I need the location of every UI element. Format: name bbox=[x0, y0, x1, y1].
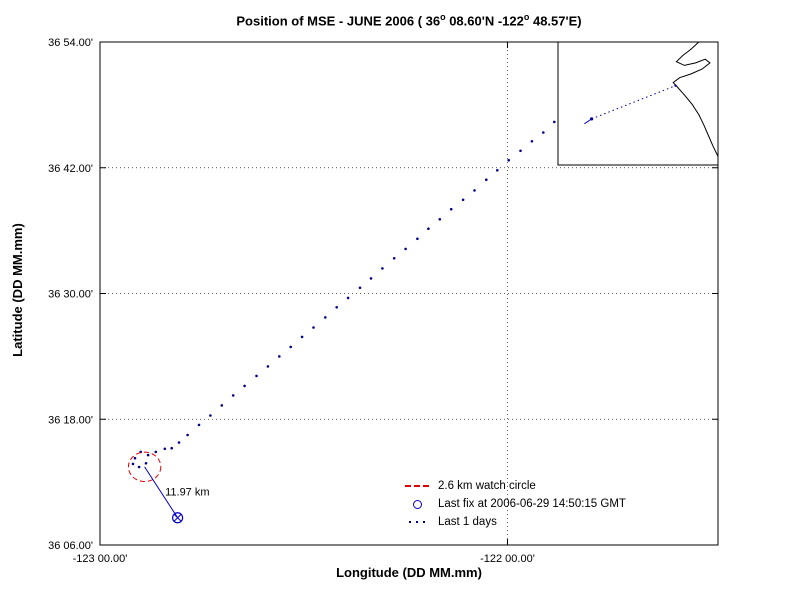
y-tick-label: 36 54.00' bbox=[48, 37, 93, 49]
track-dot bbox=[300, 335, 304, 339]
track-dot bbox=[137, 465, 141, 469]
track-dot bbox=[146, 453, 150, 457]
chart-title: Position of MSE - JUNE 2006 ( 36o 08.60'… bbox=[100, 12, 718, 28]
x-tick-label: -123 00.00' bbox=[73, 553, 128, 565]
inset-coast-point bbox=[674, 84, 677, 87]
track-dot bbox=[358, 286, 362, 290]
inset-map bbox=[557, 41, 719, 166]
track-dot bbox=[289, 345, 293, 349]
last-fix-marker bbox=[172, 512, 184, 524]
watch-circle bbox=[127, 451, 162, 483]
track-dot bbox=[369, 277, 373, 280]
track-dot bbox=[144, 462, 148, 465]
y-tick-label: 36 18.00' bbox=[48, 414, 93, 426]
track-dot bbox=[507, 158, 511, 162]
track-dot bbox=[186, 433, 189, 437]
track-dot bbox=[209, 414, 212, 417]
track-dot bbox=[220, 404, 224, 407]
track-dot bbox=[177, 441, 181, 444]
track-dot bbox=[154, 450, 158, 454]
track-dot bbox=[553, 120, 556, 124]
track-dot bbox=[324, 316, 327, 319]
track-dot bbox=[427, 227, 430, 230]
track-dot bbox=[197, 423, 201, 427]
legend-label-track: Last 1 days bbox=[438, 516, 497, 528]
track-dot bbox=[266, 365, 270, 368]
degree-superscript: o bbox=[523, 12, 530, 22]
track-dot bbox=[473, 189, 476, 192]
y-tick-label: 36 30.00' bbox=[48, 289, 93, 301]
track-dot bbox=[416, 237, 419, 241]
inset-track bbox=[591, 85, 676, 120]
last-fix-symbol bbox=[412, 499, 422, 509]
y-axis-label: Latitude (DD MM.mm) bbox=[10, 223, 25, 357]
drift-distance-label: 11.97 km bbox=[165, 486, 209, 498]
title-text: 08.60'N -122 bbox=[445, 13, 524, 29]
legend-entry-track: Last 1 days bbox=[404, 513, 626, 531]
track-dot bbox=[485, 178, 488, 181]
track-dot bbox=[519, 149, 522, 153]
track-dots-symbol bbox=[409, 521, 425, 523]
track-dot bbox=[392, 257, 396, 260]
circle-marker-icon bbox=[404, 499, 430, 509]
legend-entry-last-fix: Last fix at 2006-06-29 14:50:15 GMT bbox=[404, 495, 626, 513]
inset-border bbox=[557, 41, 719, 166]
track-dot bbox=[381, 267, 384, 270]
dashed-line-icon bbox=[404, 485, 430, 487]
y-tick-label: 36 06.00' bbox=[48, 540, 93, 552]
track-dot bbox=[170, 446, 173, 450]
x-tick-label: -122 00.00' bbox=[480, 553, 535, 565]
track-dot bbox=[278, 355, 281, 358]
last-fix-x-stroke bbox=[173, 513, 182, 522]
track-dot bbox=[542, 131, 545, 134]
track-dot bbox=[461, 198, 465, 202]
track-dot bbox=[438, 218, 442, 221]
legend-label-last-fix: Last fix at 2006-06-29 14:50:15 GMT bbox=[438, 498, 626, 510]
y-tick-label: 36 42.00' bbox=[48, 163, 93, 175]
legend-label-watch-circle: 2.6 km watch circle bbox=[438, 480, 536, 492]
track-dot bbox=[530, 140, 534, 143]
dots-icon bbox=[404, 521, 430, 523]
title-text: 48.57'E) bbox=[529, 13, 582, 29]
drift-line bbox=[144, 466, 179, 519]
track-dot bbox=[243, 384, 246, 388]
track-dot bbox=[496, 169, 499, 172]
track-dot bbox=[131, 462, 135, 466]
track-dot bbox=[163, 447, 167, 451]
track-dot bbox=[312, 326, 315, 329]
track-dot bbox=[335, 306, 339, 309]
watch-circle-symbol bbox=[405, 485, 429, 487]
track-dot bbox=[255, 374, 258, 378]
legend: 2.6 km watch circle Last fix at 2006-06-… bbox=[404, 477, 626, 531]
track-dot bbox=[346, 296, 350, 300]
degree-superscript: o bbox=[440, 12, 446, 22]
track-dot bbox=[404, 247, 407, 251]
track-dot bbox=[231, 394, 235, 397]
track-dot bbox=[133, 456, 137, 460]
x-axis-label: Longitude (DD MM.mm) bbox=[336, 565, 482, 580]
track-dot bbox=[449, 207, 453, 211]
legend-entry-watch-circle: 2.6 km watch circle bbox=[404, 477, 626, 495]
title-text: Position of MSE - JUNE 2006 ( 36 bbox=[236, 13, 441, 29]
inset-drift-vector bbox=[584, 118, 592, 125]
inset-coastline bbox=[672, 41, 719, 157]
